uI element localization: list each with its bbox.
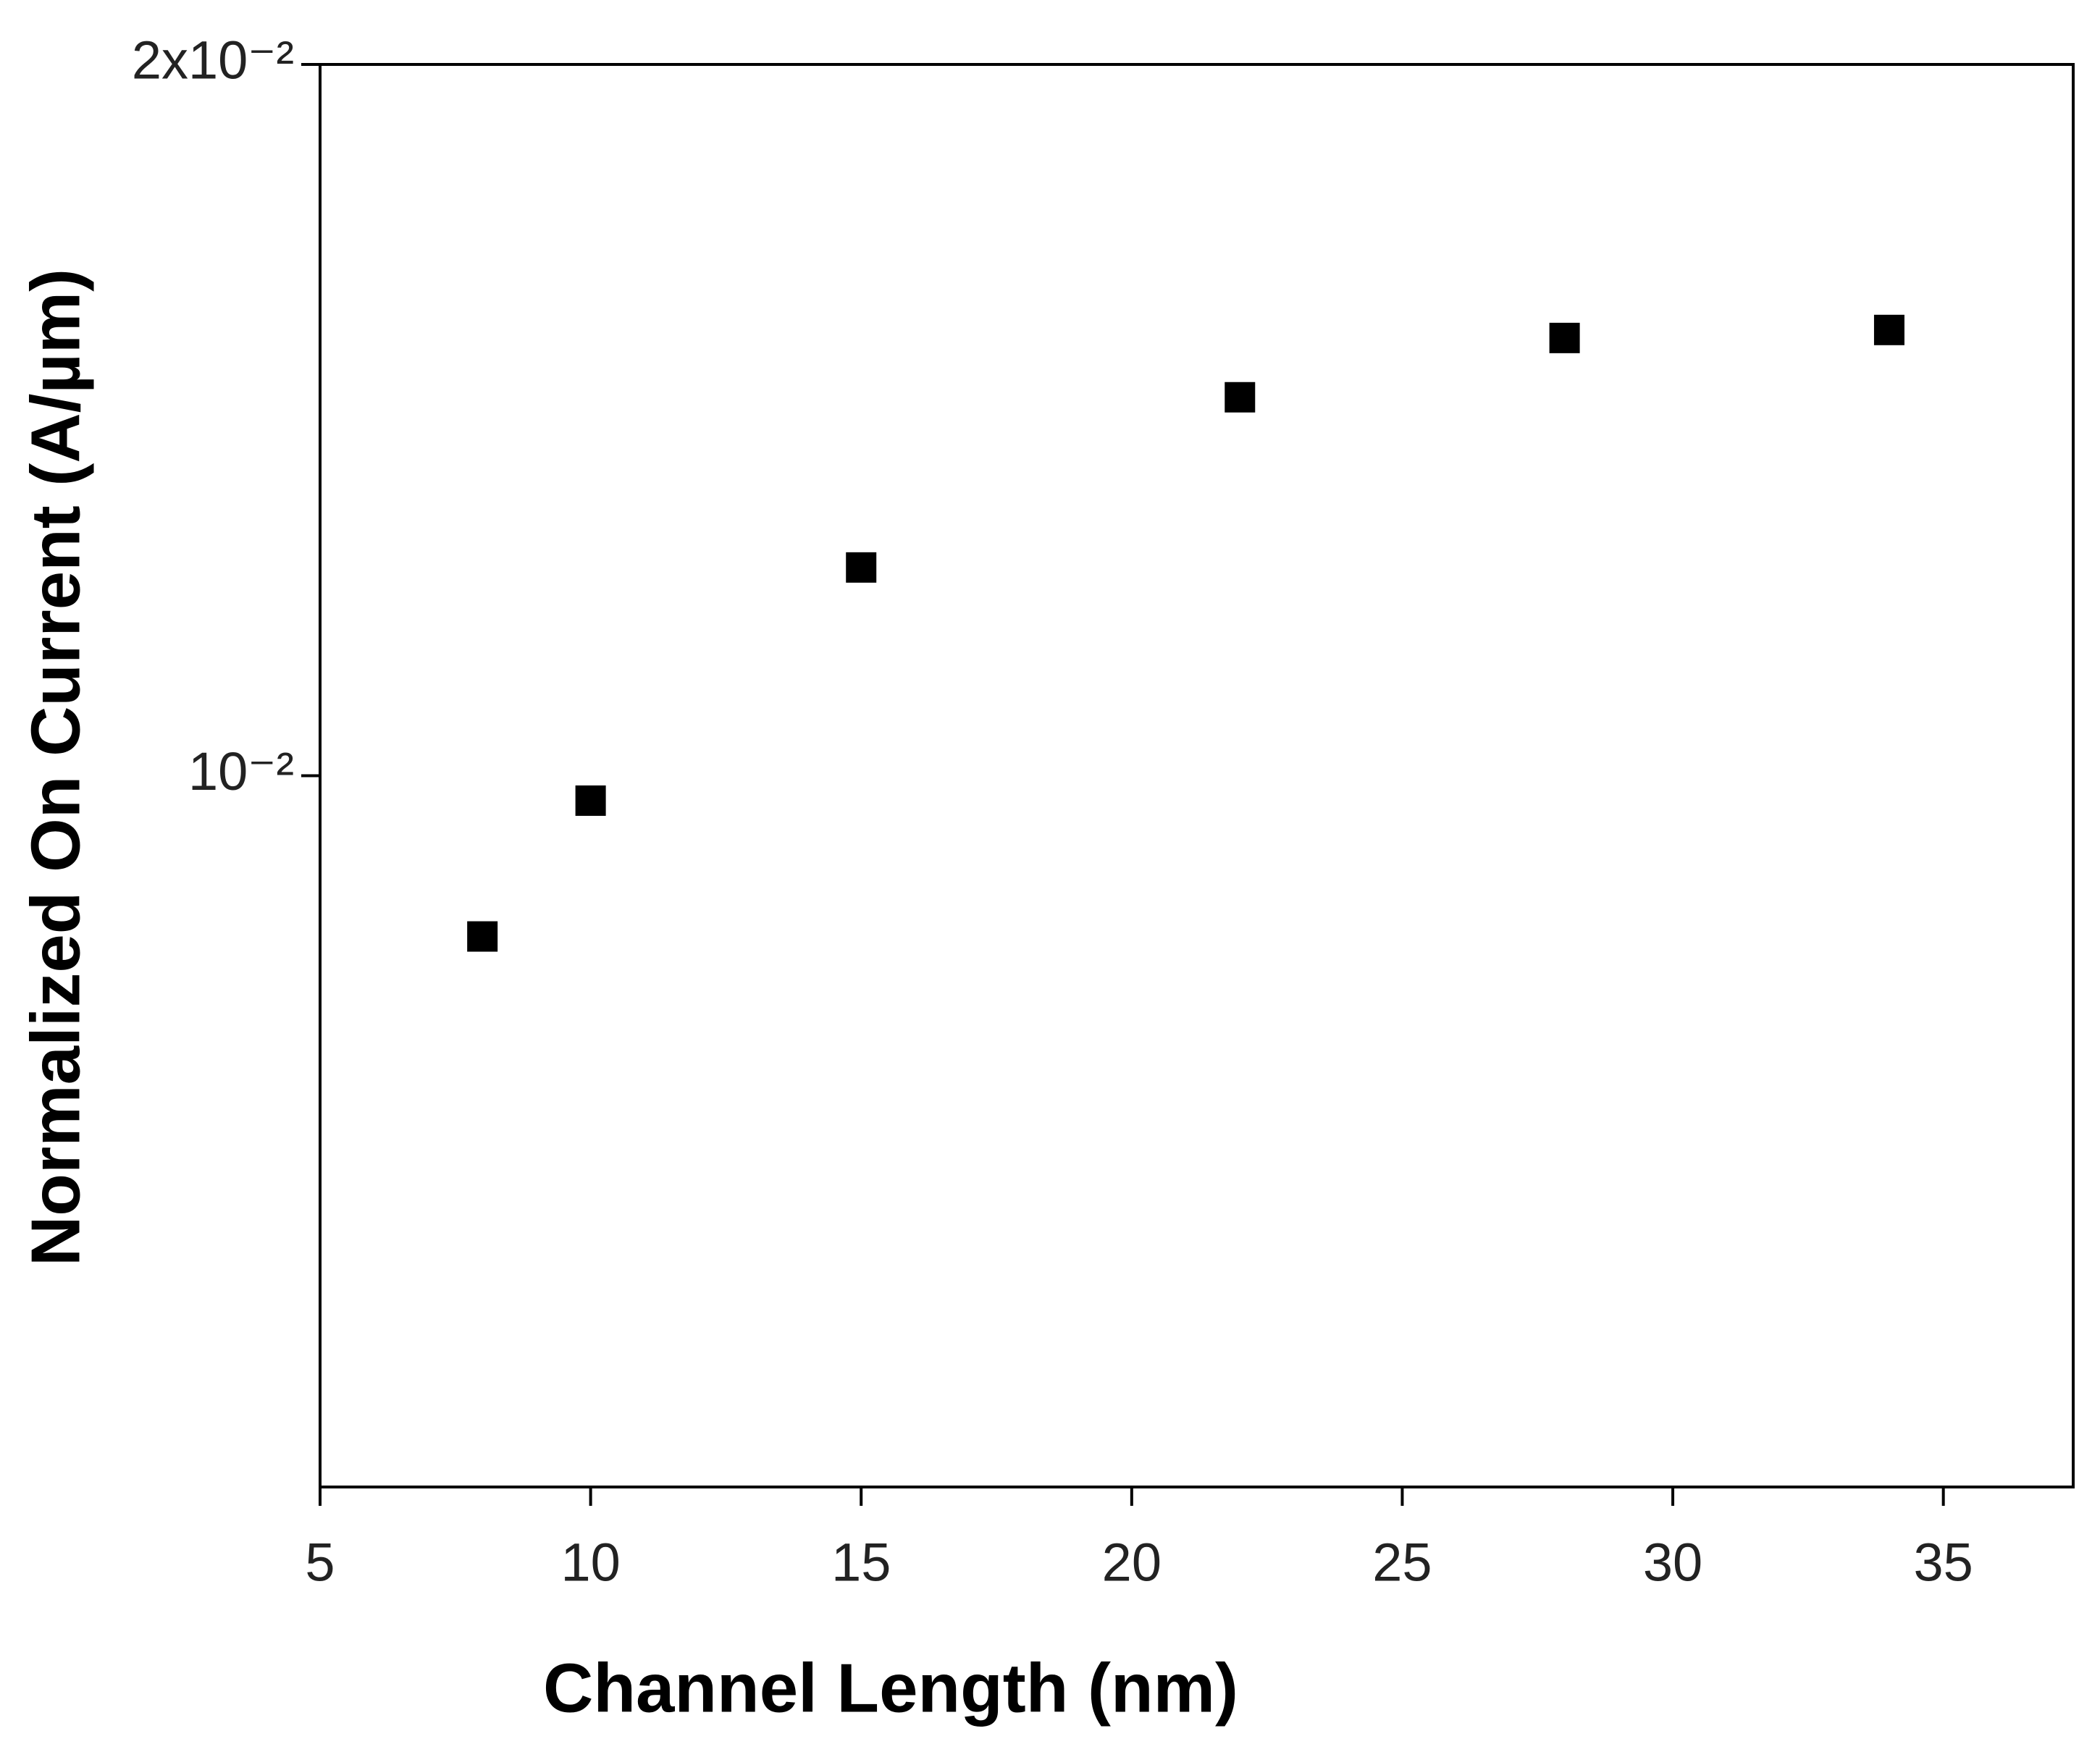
- point: [1225, 382, 1256, 413]
- x-tick-label: 25: [1372, 1533, 1432, 1593]
- point: [1873, 314, 1904, 345]
- y-tick-label: 2x10⁻²: [132, 30, 294, 90]
- x-axis-title: Channel Length (nm): [543, 1649, 1238, 1727]
- y-axis-title: Normalized On Current (A/µm): [17, 269, 94, 1266]
- x-tick-label: 20: [1102, 1533, 1162, 1593]
- point: [1549, 322, 1580, 353]
- x-tick-label: 15: [831, 1533, 891, 1593]
- x-tick-label: 35: [1914, 1533, 1973, 1593]
- plot-frame: [319, 63, 2075, 1488]
- x-tick-label: 30: [1643, 1533, 1702, 1593]
- point: [846, 552, 877, 583]
- x-tick-label: 10: [560, 1533, 620, 1593]
- point: [467, 921, 498, 952]
- y-tick-label: 10⁻²: [188, 741, 294, 801]
- point: [575, 785, 606, 816]
- x-tick-label: 5: [305, 1533, 335, 1593]
